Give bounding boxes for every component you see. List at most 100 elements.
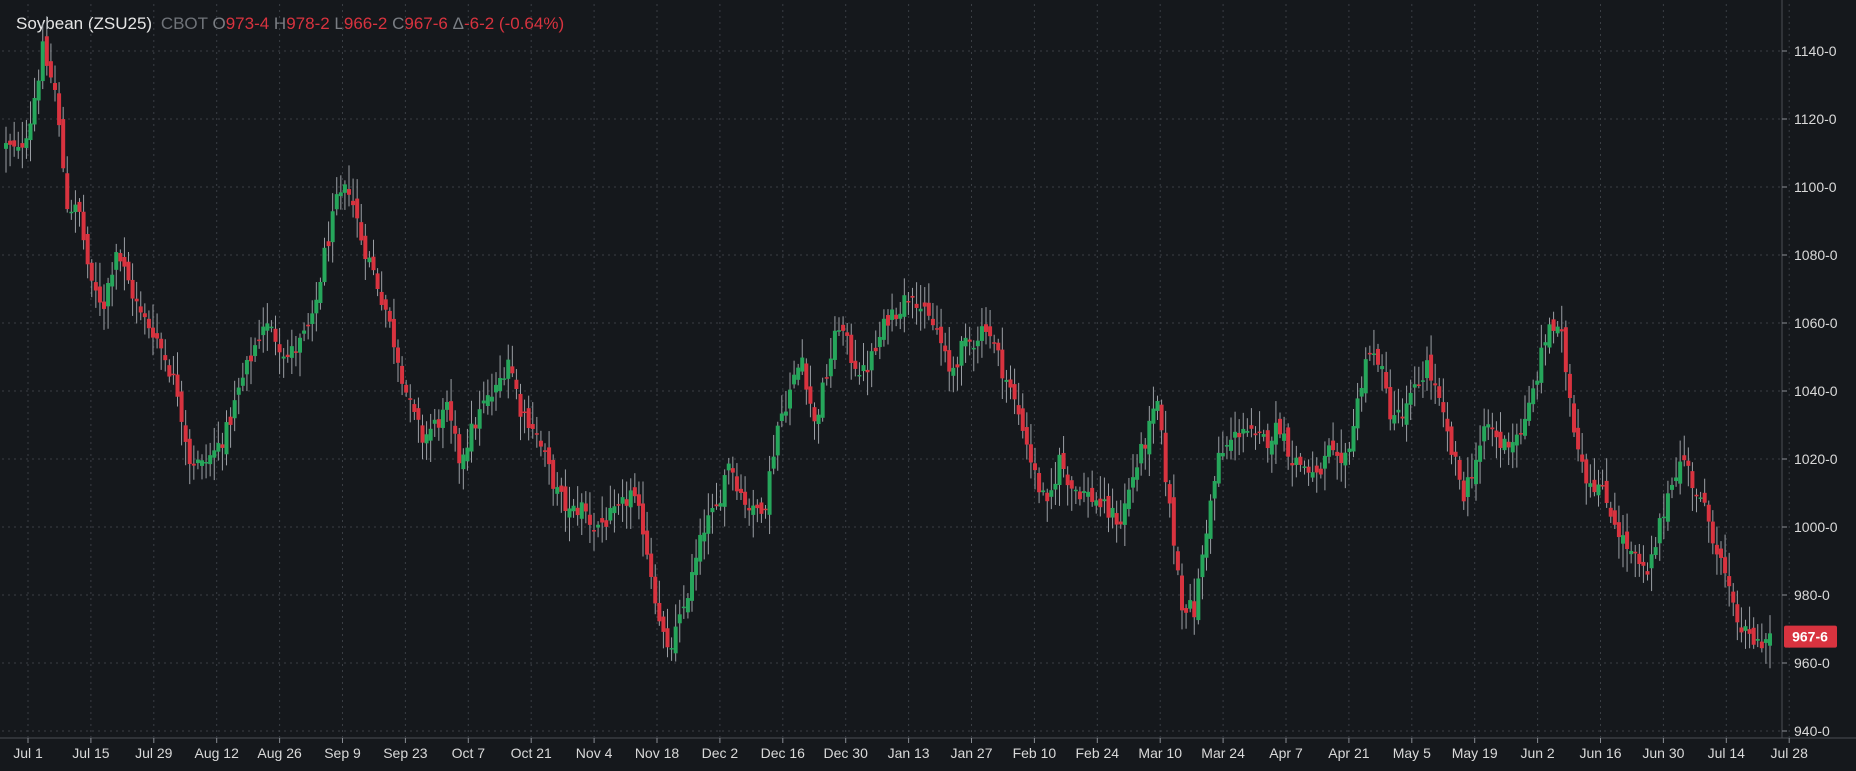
- candle-body: [967, 339, 972, 342]
- candle-body: [522, 411, 527, 414]
- candle-body: [800, 357, 805, 372]
- candle-body: [244, 359, 249, 375]
- candle-body: [396, 347, 400, 363]
- candle: [1200, 545, 1205, 600]
- candle-body: [473, 424, 478, 429]
- candle: [800, 339, 805, 375]
- candle: [277, 328, 282, 375]
- candle: [726, 457, 731, 485]
- candle: [1453, 441, 1458, 476]
- candle: [1400, 398, 1405, 427]
- candle: [85, 226, 90, 279]
- candle-body: [1335, 451, 1340, 456]
- candle: [959, 336, 964, 386]
- x-tick-label: Aug 26: [257, 745, 302, 761]
- candle: [673, 604, 678, 662]
- candle: [1114, 500, 1119, 543]
- candle: [16, 131, 21, 159]
- candle: [914, 282, 919, 325]
- candle: [1314, 457, 1319, 493]
- candle: [714, 482, 719, 510]
- candle: [1600, 469, 1605, 490]
- candle: [1535, 371, 1540, 400]
- candle: [751, 489, 756, 538]
- candle: [1461, 471, 1466, 510]
- candle: [347, 165, 351, 207]
- candle-body: [1020, 408, 1025, 431]
- candle-body: [1147, 420, 1152, 455]
- x-tick-label: Jul 1: [13, 745, 43, 761]
- candle: [690, 553, 694, 612]
- candle-body: [596, 524, 601, 528]
- candle-body: [1453, 451, 1458, 457]
- y-tick-label: 940-0: [1794, 723, 1830, 739]
- candle: [69, 199, 74, 220]
- candle: [955, 356, 960, 391]
- x-tick-label: Jul 15: [72, 745, 110, 761]
- candle-body: [1645, 571, 1650, 575]
- candle-body: [583, 503, 588, 512]
- candle-body: [208, 455, 213, 465]
- candle: [330, 193, 335, 263]
- candle: [624, 481, 629, 529]
- candle: [383, 294, 388, 328]
- candle: [1727, 552, 1732, 607]
- candle-body: [1298, 456, 1303, 465]
- candle: [306, 313, 311, 340]
- candle-body: [1743, 626, 1748, 631]
- candle: [1249, 408, 1254, 438]
- candle-body: [187, 438, 192, 465]
- candle: [400, 356, 405, 396]
- candle: [592, 512, 596, 551]
- candle: [195, 450, 200, 470]
- candle-body: [1702, 492, 1707, 503]
- candle-body: [1237, 432, 1242, 438]
- candle-body: [579, 502, 584, 519]
- candle: [1408, 379, 1413, 421]
- candle: [428, 413, 433, 462]
- candle: [1567, 363, 1572, 417]
- candle: [489, 373, 494, 416]
- candle: [1082, 472, 1086, 503]
- candle: [1184, 604, 1189, 629]
- candle-body: [191, 463, 196, 466]
- candle-body: [759, 502, 764, 514]
- candle: [224, 410, 229, 466]
- candle: [514, 369, 519, 400]
- candle: [1135, 454, 1140, 492]
- candle-body: [734, 476, 739, 492]
- candle: [1204, 519, 1209, 571]
- candle: [1180, 563, 1184, 630]
- candle-body: [906, 301, 911, 303]
- candle: [877, 321, 882, 360]
- candle-body: [718, 503, 723, 507]
- candle: [314, 282, 319, 332]
- candle: [1759, 623, 1764, 653]
- candle: [1449, 421, 1454, 465]
- candle: [359, 203, 364, 246]
- candle: [420, 414, 425, 460]
- candle: [1302, 460, 1307, 475]
- candle-body: [849, 334, 854, 363]
- candle: [530, 402, 535, 439]
- candle-body: [1331, 440, 1336, 451]
- candle: [1478, 425, 1483, 484]
- candle-body: [951, 367, 956, 376]
- candle: [1167, 480, 1172, 518]
- candle: [1518, 418, 1523, 445]
- candle: [1282, 416, 1287, 452]
- candle: [1327, 438, 1331, 464]
- candle-body: [902, 295, 907, 317]
- close-key: C: [392, 14, 405, 33]
- y-tick-label: 980-0: [1794, 587, 1830, 603]
- candle: [604, 507, 609, 541]
- candle-body: [1167, 484, 1172, 504]
- candle: [155, 313, 160, 349]
- candle-body: [669, 648, 674, 650]
- candle-body: [1024, 427, 1029, 445]
- candle-body: [1429, 354, 1434, 381]
- candle: [984, 307, 988, 345]
- candle-body: [1286, 427, 1291, 457]
- candle: [1188, 583, 1193, 613]
